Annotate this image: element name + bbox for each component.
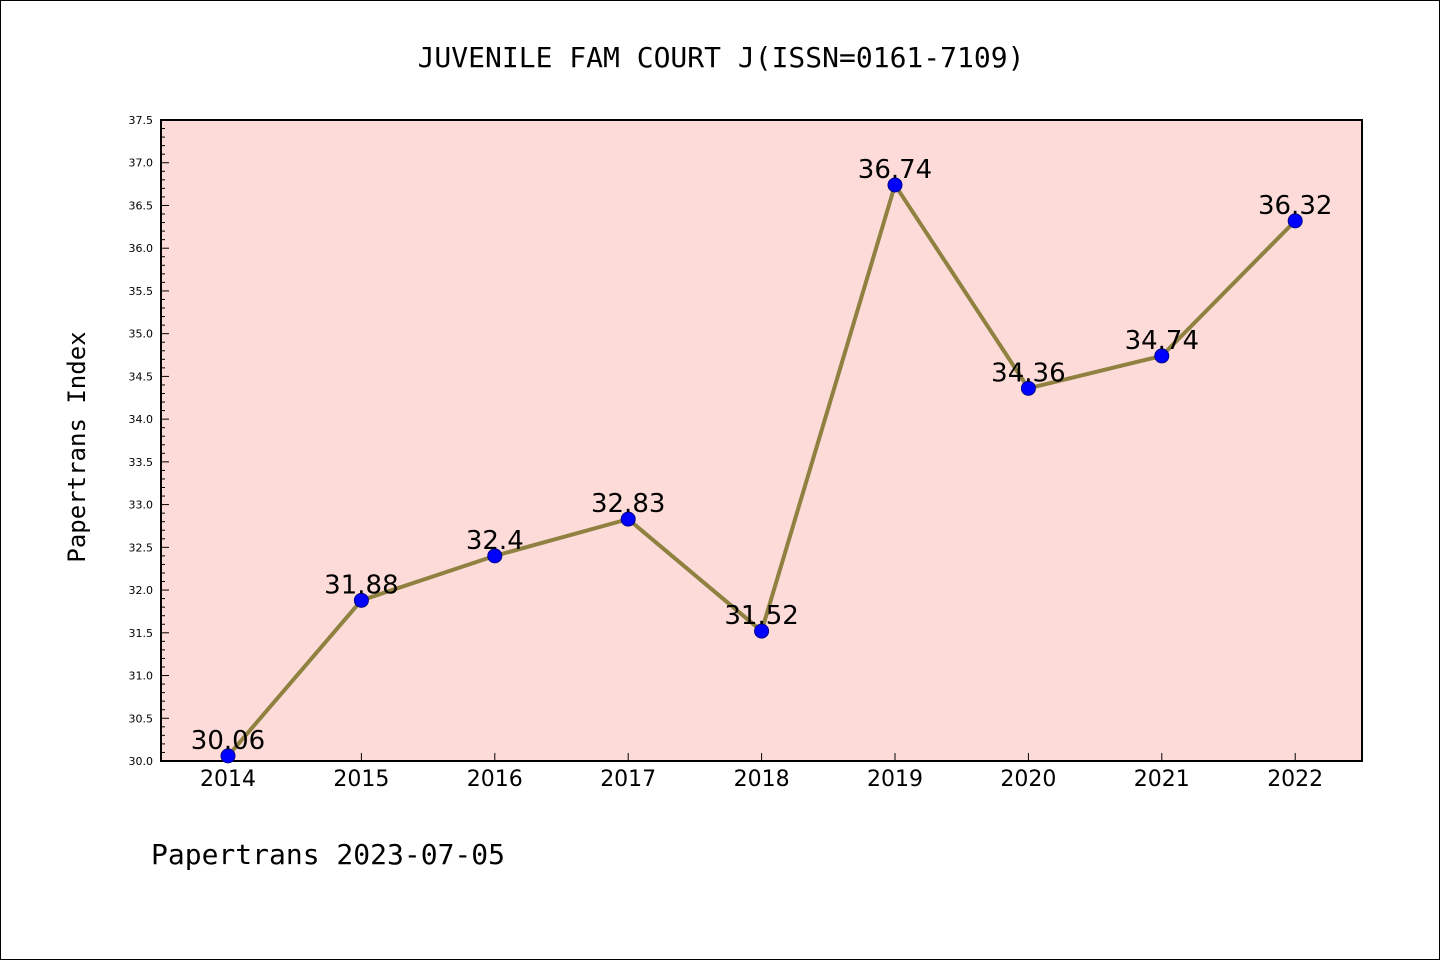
y-tick-label: 37.5 — [129, 114, 154, 127]
y-tick-label: 33.0 — [129, 499, 154, 512]
y-tick-label: 34.5 — [129, 370, 154, 383]
data-point — [1154, 348, 1170, 364]
y-tick-label: 37.0 — [129, 157, 154, 170]
y-tick-label: 32.5 — [129, 541, 154, 554]
y-tick-label: 35.0 — [129, 328, 154, 341]
x-tick-label: 2020 — [1000, 767, 1056, 792]
footer-credit: Papertrans 2023-07-05 — [151, 838, 505, 871]
data-label: 34.36 — [991, 358, 1065, 388]
y-axis-ticks: 30.0 30.5 31.0 31.5 32.0 32.5 33.0 33.5 34.0 34.5… — [129, 114, 169, 768]
y-tick-label: 32.0 — [129, 584, 154, 597]
data-point — [487, 548, 503, 564]
data-label: 32.83 — [591, 489, 665, 519]
y-tick-label: 30.5 — [129, 712, 154, 725]
x-tick-label: 2021 — [1134, 767, 1190, 792]
data-point — [1020, 380, 1036, 396]
y-tick-label: 33.5 — [129, 456, 154, 469]
y-tick-label: 36.0 — [129, 242, 154, 255]
data-label: 31.88 — [324, 570, 398, 600]
data-points — [220, 177, 1303, 764]
y-tick-label: 35.5 — [129, 285, 154, 298]
y-tick-label: 36.5 — [129, 199, 154, 212]
y-tick-label: 30.0 — [129, 755, 154, 768]
data-point — [620, 511, 636, 527]
data-point — [754, 623, 770, 639]
plot-area — [160, 119, 1363, 762]
data-point — [887, 177, 903, 193]
data-label: 32.4 — [466, 526, 524, 556]
data-label: 31.52 — [724, 601, 798, 631]
y-tick-label: 31.5 — [129, 627, 154, 640]
data-point — [220, 748, 236, 764]
y-axis-label: Papertrans Index — [63, 331, 91, 562]
data-label: 36.32 — [1258, 191, 1332, 221]
data-label: 34.74 — [1125, 326, 1199, 356]
x-tick-label: 2022 — [1267, 767, 1323, 792]
y-tick-label: 34.0 — [129, 413, 154, 426]
data-label: 30.06 — [191, 726, 265, 756]
data-labels: 30.06 31.88 32.4 32.83 31.52 36.74 34.36 34.74 3… — [191, 155, 1333, 756]
x-axis-ticks: 2014 2015 2016 2017 2018 2019 2020 2021 2022 — [200, 753, 1323, 792]
data-point — [1287, 213, 1303, 229]
y-tick-label: 31.0 — [129, 670, 154, 683]
chart-title: JUVENILE FAM COURT J(ISSN=0161-7109) — [418, 41, 1025, 74]
data-label: 36.74 — [858, 155, 932, 185]
x-tick-label: 2017 — [600, 767, 656, 792]
x-tick-label: 2015 — [333, 767, 389, 792]
x-tick-label: 2018 — [734, 767, 790, 792]
x-tick-label: 2016 — [467, 767, 523, 792]
x-tick-label: 2014 — [200, 767, 256, 792]
x-tick-label: 2019 — [867, 767, 923, 792]
data-point — [353, 592, 369, 608]
